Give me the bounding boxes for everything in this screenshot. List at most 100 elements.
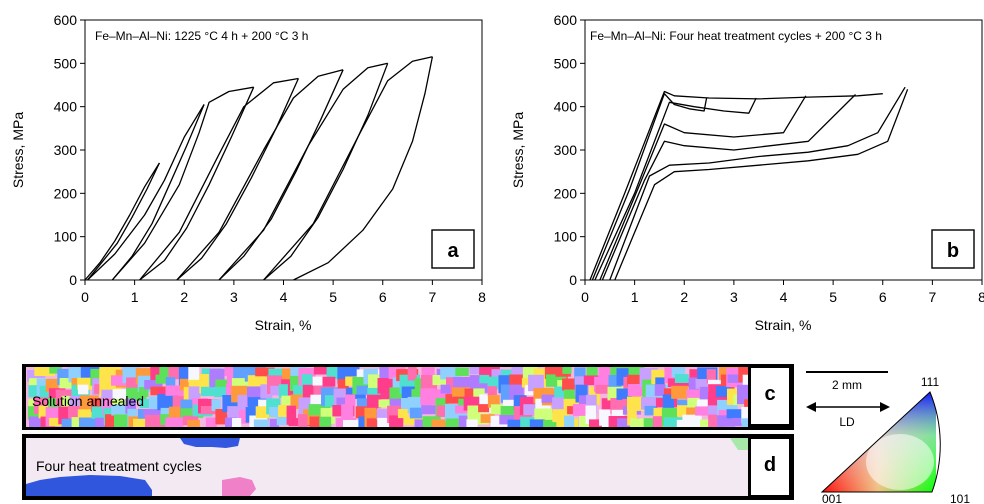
grain — [180, 408, 204, 418]
y-tick-label: 400 — [54, 99, 78, 115]
grain — [201, 386, 216, 397]
grain — [662, 394, 675, 409]
grain-mosaic — [27, 367, 748, 427]
y-tick-label: 500 — [54, 55, 78, 71]
y-tick-group: 0 100 200 300 400 500 600 — [54, 12, 85, 288]
grain — [139, 398, 149, 408]
grain — [589, 419, 603, 427]
grain — [345, 394, 356, 406]
grain — [27, 406, 39, 420]
panel-label: b — [947, 240, 959, 262]
grain — [227, 406, 239, 419]
map-label: d — [764, 454, 776, 476]
grain — [111, 375, 133, 386]
x-tick-label: 5 — [829, 289, 837, 305]
x-tick-label: 3 — [730, 289, 738, 305]
grain — [155, 374, 169, 384]
grain — [225, 417, 238, 427]
ipf-triangle-outline — [820, 391, 941, 493]
grain — [231, 378, 251, 390]
x-tick-label: 7 — [428, 289, 436, 305]
grain — [343, 420, 362, 427]
x-tick-label: 6 — [379, 289, 387, 305]
grain — [479, 374, 490, 384]
grain — [188, 386, 201, 400]
curve-group — [84, 56, 434, 281]
grain — [674, 374, 689, 383]
grain — [341, 367, 359, 378]
map-label: c — [764, 383, 775, 405]
y-tick-label: 100 — [554, 229, 578, 245]
ld-label: LD — [839, 415, 855, 429]
grain — [281, 395, 294, 405]
stress-strain-curve — [111, 104, 205, 281]
grain — [671, 367, 685, 378]
x-tick-label: 7 — [928, 289, 936, 305]
y-tick-label: 300 — [54, 142, 78, 158]
orientation-map-c: c Solution annealed — [22, 364, 794, 430]
y-tick-label: 0 — [569, 272, 577, 288]
grain — [357, 398, 368, 414]
grain — [564, 415, 575, 427]
grain — [717, 415, 736, 427]
chart-panel-b: 0 100 200 300 400 500 600 0 1 2 3 4 5 6 7 8 Fe–Mn–Al–N… — [510, 12, 984, 333]
grain — [253, 419, 269, 427]
grain — [260, 384, 273, 399]
x-tick-label: 1 — [131, 289, 139, 305]
grain — [574, 367, 586, 385]
grain — [564, 389, 580, 401]
grain — [523, 404, 543, 416]
grain — [380, 386, 393, 400]
grain — [376, 409, 393, 420]
grain — [29, 416, 44, 427]
stress-strain-curve — [139, 86, 255, 281]
grain — [466, 419, 478, 427]
stress-strain-curve — [601, 94, 856, 281]
grain — [595, 384, 618, 394]
grain — [403, 416, 425, 425]
grain — [671, 385, 689, 399]
stress-strain-curve — [609, 86, 906, 281]
grain — [528, 374, 544, 392]
stress-strain-curve — [594, 97, 757, 281]
grain — [452, 387, 471, 397]
grain — [187, 419, 200, 427]
ipf-corner-111: 111 — [921, 375, 940, 389]
grain — [319, 416, 332, 427]
grain — [686, 389, 703, 401]
grain — [414, 378, 426, 394]
grain — [276, 416, 296, 426]
grain — [133, 418, 152, 427]
grain — [269, 418, 280, 427]
y-axis-label: Stress, MPa — [10, 112, 26, 188]
y-tick-group: 0 100 200 300 400 500 600 — [554, 12, 585, 288]
grain — [367, 394, 382, 409]
chart-panel-a: 0 100 200 300 400 500 600 0 1 2 3 4 5 6 7 8 Fe–Mn–Al–N… — [10, 12, 486, 333]
y-tick-label: 300 — [554, 142, 578, 158]
grain — [741, 406, 748, 424]
grain — [627, 407, 637, 426]
stress-strain-curve — [86, 162, 160, 281]
grain — [389, 415, 404, 427]
grain — [742, 374, 748, 394]
grain — [455, 367, 469, 377]
x-tick-label: 0 — [581, 289, 589, 305]
grain — [49, 367, 62, 374]
grain — [322, 376, 336, 387]
grain — [643, 418, 662, 427]
y-axis-label: Stress, MPa — [510, 112, 526, 188]
map-caption: Solution annealed — [32, 393, 144, 409]
grain — [695, 379, 708, 389]
map-label-box — [749, 366, 791, 426]
stress-strain-curve — [176, 69, 344, 281]
grain — [205, 417, 217, 427]
orientation-map-d: d Four heat treatment cycles — [22, 434, 794, 500]
pink-grain — [730, 438, 748, 450]
grain — [286, 405, 297, 425]
grain — [552, 397, 568, 413]
grain — [738, 367, 748, 383]
grain — [165, 417, 184, 427]
grain — [298, 414, 308, 427]
grain — [278, 384, 288, 398]
